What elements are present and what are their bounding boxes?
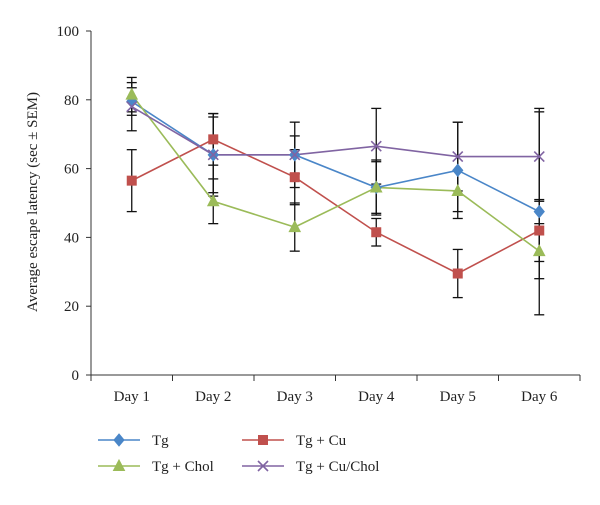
data-point-x [533,150,545,163]
data-point-square [534,225,545,236]
data-point-x-stroke [207,149,219,161]
data-point-square [289,172,300,183]
data-point-diamond [452,163,464,178]
data-point-x-stroke [452,150,464,163]
y-axis-title: Average escape latency (sec ± SEM) [25,92,41,312]
data-point-triangle [369,180,383,193]
series-markers [125,87,546,279]
legend: Tg Tg + Cu Tg + Chol Tg + Cu/Chol [98,433,379,475]
legend-item: Tg + Chol [98,458,214,475]
x-tick-label: Day 6 [521,389,558,405]
data-point-x-stroke [126,101,138,113]
data-point-square [126,175,137,186]
legend-label: Tg [152,433,169,449]
y-tick-label: 40 [64,230,79,246]
data-point-triangle [125,87,139,100]
data-point-triangle [112,458,126,471]
x-tick-label: Day 1 [114,389,150,405]
axes: 0 20 40 60 80 100 Day 1 Day 2 Day 3 Day 4 Day 5 Day… [57,24,581,405]
legend-label: Tg + Chol [152,459,214,475]
series-line [131,94,540,252]
data-point-x-stroke [257,460,269,472]
y-tick-label: 0 [72,368,80,384]
y-tick-label: 80 [64,93,79,109]
y-tick-label: 60 [64,162,79,178]
series-line [131,105,540,158]
data-point-square [371,227,382,238]
data-point-square [258,435,268,445]
legend-label: Tg + Cu [296,433,347,449]
data-point-x [370,140,382,152]
legend-item: Tg + Cu [242,433,347,449]
data-point-diamond [533,204,545,219]
data-point-x-stroke [370,140,382,152]
x-tick-label: Day 3 [277,389,313,405]
x-tick-label: Day 4 [358,389,395,405]
data-point-x [257,460,269,472]
x-tick-label: Day 2 [195,389,231,405]
data-point-square [452,268,463,279]
data-point-x-stroke [533,150,545,163]
data-point-triangle [288,220,302,233]
x-tick-label: Day 5 [440,389,476,405]
data-point-x [289,149,301,161]
data-point-diamond [113,433,125,447]
legend-item: Tg + Cu/Chol [242,459,379,475]
data-point-square [208,134,219,145]
data-point-triangle [451,183,465,196]
data-point-x [452,150,464,163]
data-point-x-stroke [289,149,301,161]
data-point-triangle [532,244,546,257]
legend-item: Tg [98,433,169,449]
legend-label: Tg + Cu/Chol [296,459,379,475]
data-point-x [126,101,138,113]
data-point-x [207,149,219,161]
data-point-triangle [206,194,220,207]
series-lines [131,94,540,275]
y-tick-label: 100 [57,24,80,40]
error-bars [126,76,545,316]
y-tick-label: 20 [64,299,79,315]
